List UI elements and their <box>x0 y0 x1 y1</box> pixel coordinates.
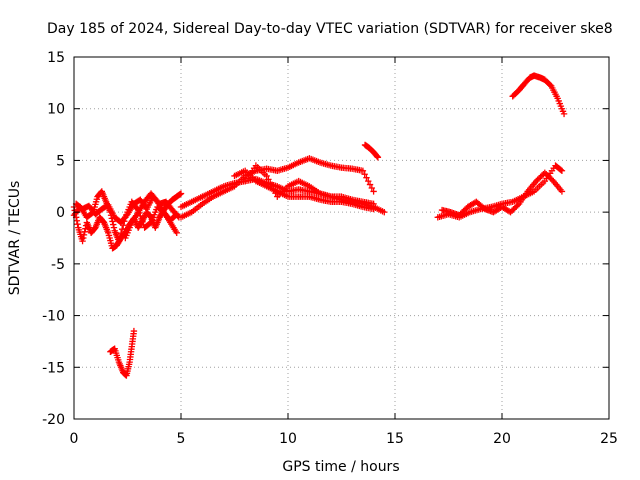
data-point <box>265 176 272 183</box>
data-point <box>110 224 118 231</box>
data-point <box>359 167 367 174</box>
x-tick-label: 5 <box>177 431 186 447</box>
data-point <box>177 190 185 197</box>
y-tick-label: -20 <box>42 412 65 428</box>
data-point <box>558 188 566 195</box>
data-point <box>368 184 376 192</box>
data-point <box>130 327 138 335</box>
data-point <box>381 208 388 216</box>
series-track-c <box>72 193 183 226</box>
x-tick-label: 20 <box>493 431 511 447</box>
series-track-l <box>438 169 566 219</box>
data-point <box>79 237 86 245</box>
y-axis-label: SDTVAR / TECUs <box>7 181 23 296</box>
data-point <box>365 177 372 185</box>
y-tick-label: 0 <box>56 205 65 221</box>
data-point <box>272 189 279 197</box>
data-point <box>138 215 145 223</box>
data-point <box>109 218 116 225</box>
series-track-g <box>177 155 377 221</box>
series-track-k <box>434 162 566 221</box>
data-point <box>139 218 146 225</box>
data-point <box>374 154 382 161</box>
data-point <box>270 186 277 193</box>
data-point <box>558 167 566 174</box>
data-point <box>370 200 377 208</box>
data-point <box>268 183 276 190</box>
y-tick-labels: 15 10 5 0 -5 -10 -15 -20 <box>42 50 65 428</box>
data-point <box>560 110 568 118</box>
x-tick-label: 25 <box>600 431 618 447</box>
y-tick-label: -10 <box>42 309 65 325</box>
data-point <box>173 229 180 237</box>
data-points <box>70 72 568 379</box>
series-track-i <box>242 162 377 208</box>
data-point <box>118 226 126 233</box>
plot-frame <box>73 56 610 420</box>
x-axis-label: GPS time / hours <box>282 459 399 475</box>
data-point <box>80 234 87 242</box>
series-track-d <box>122 190 180 242</box>
series-track-m <box>509 72 568 118</box>
data-point <box>363 174 370 181</box>
series-track-e <box>107 327 138 379</box>
data-point <box>514 202 521 209</box>
y-tick-label: -5 <box>51 257 65 273</box>
data-point <box>73 217 81 224</box>
data-point <box>115 237 123 245</box>
x-tick-labels: 0 5 10 15 20 25 <box>70 431 618 447</box>
x-tick-label: 10 <box>279 431 297 447</box>
chart-title: Day 185 of 2024, Sidereal Day-to-day VTE… <box>47 21 613 37</box>
grid <box>74 57 609 419</box>
data-point <box>80 231 88 239</box>
data-point <box>373 153 381 160</box>
y-tick-label: 15 <box>47 50 65 66</box>
y-tick-label: -15 <box>42 360 65 376</box>
data-point <box>366 181 374 188</box>
data-point <box>361 171 368 178</box>
x-tick-label: 0 <box>70 431 79 447</box>
series-track-j <box>361 141 382 161</box>
data-point <box>263 172 270 180</box>
data-point <box>81 228 88 235</box>
axis-ticks <box>73 56 610 420</box>
x-tick-label: 15 <box>386 431 404 447</box>
y-tick-label: 10 <box>47 102 65 118</box>
data-point <box>146 220 154 227</box>
data-point <box>266 179 274 187</box>
data-point <box>117 229 125 237</box>
data-point <box>370 188 377 195</box>
data-point <box>557 166 565 174</box>
data-point <box>116 233 124 241</box>
data-point <box>548 176 556 183</box>
data-point <box>74 221 81 228</box>
data-point <box>110 221 117 228</box>
y-tick-label: 5 <box>56 153 65 169</box>
